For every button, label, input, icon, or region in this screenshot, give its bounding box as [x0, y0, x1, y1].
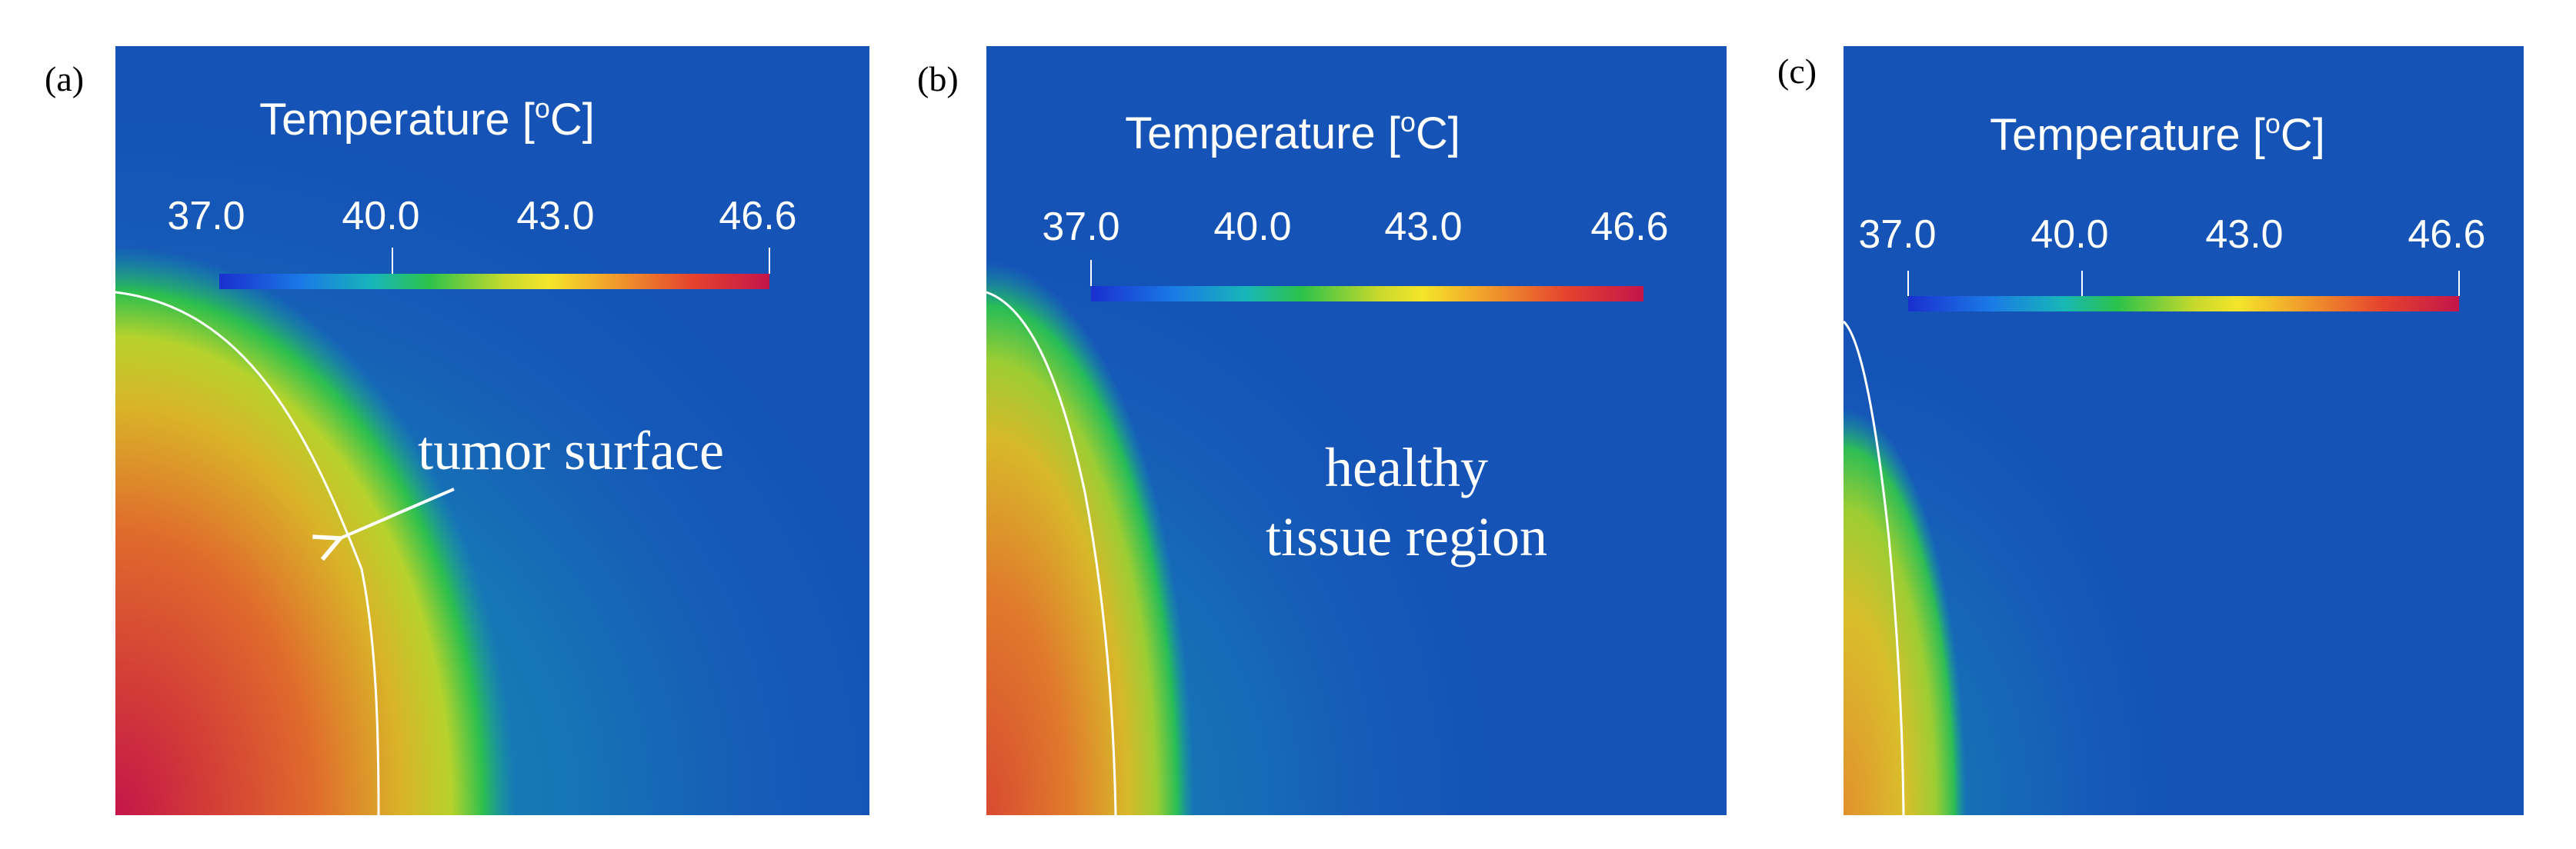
colorbar-label-40-c: 40.0: [2030, 212, 2108, 257]
colorbar-label-46-6-c: 46.6: [2407, 212, 2485, 257]
colorbar-label-40-b: 40.0: [1213, 205, 1291, 249]
heat-core-c: [1844, 46, 2524, 815]
tumor-boundary-b: [986, 291, 1117, 816]
colorbar-label-43-b: 43.0: [1384, 205, 1462, 249]
healthy-label-line2: tissue region: [1266, 506, 1547, 568]
panel-a: (a) Temperature [oC] 37.0 40.0 43.0 46.6…: [45, 46, 869, 816]
colorbar-title-c: Temperature [oC]: [1990, 108, 2325, 160]
colorbar-label-43-c: 43.0: [2205, 212, 2283, 257]
colorbar-label-37-c: 37.0: [1858, 212, 1936, 257]
heatmap-c: [1844, 46, 2524, 815]
colorbar-gradient-b: [1091, 286, 1643, 301]
colorbar-label-37-b: 37.0: [1042, 205, 1119, 249]
panel-label-a: (a): [45, 59, 84, 98]
colorbar-label-37-a: 37.0: [167, 194, 245, 238]
colorbar-label-43-a: 43.0: [516, 194, 594, 238]
heat-core-a: [115, 46, 869, 815]
colorbar-gradient-c: [1908, 296, 2459, 311]
heat-core-b: [986, 46, 1727, 815]
panel-b: (b) Temperature [oC] 37.0 40.0 43.0 46.6…: [917, 46, 1727, 816]
panel-c: (c) Temperature [oC] 37.0 40.0 43.0 46.6: [1777, 46, 2524, 816]
colorbar-a: Temperature [oC] 37.0 40.0 43.0 46.6: [167, 92, 797, 289]
colorbar-label-46-6-b: 46.6: [1590, 205, 1668, 249]
colorbar-title-a: Temperature [oC]: [259, 92, 595, 145]
tumor-surface-label: tumor surface: [418, 420, 724, 481]
healthy-label-line1: healthy: [1325, 437, 1488, 498]
colorbar-label-40-a: 40.0: [342, 194, 419, 238]
colorbar-gradient-a: [219, 274, 769, 289]
panel-label-c: (c): [1777, 52, 1817, 91]
colorbar-b: Temperature [oC] 37.0 40.0 43.0 46.6: [1042, 106, 1669, 301]
colorbar-label-46-6-a: 46.6: [719, 194, 796, 238]
colorbar-c: Temperature [oC] 37.0 40.0 43.0 46.6: [1858, 108, 2486, 311]
tumor-boundary-c: [1842, 320, 1905, 816]
panel-label-b: (b): [917, 59, 959, 98]
heatmap-a: [115, 46, 869, 815]
heatmap-b: [986, 46, 1727, 815]
colorbar-title-b: Temperature [oC]: [1125, 106, 1460, 158]
tumor-surface-arrow: [340, 488, 455, 538]
